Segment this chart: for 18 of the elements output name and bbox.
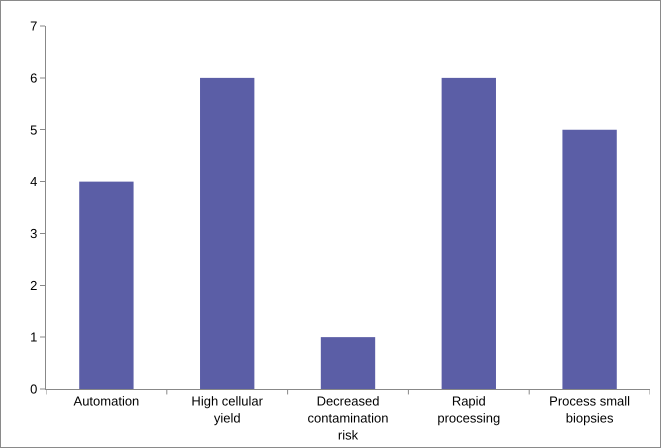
x-tick-label: High cellular yield [191, 394, 264, 426]
bar [79, 182, 134, 389]
y-tick-label: 4 [30, 174, 38, 190]
y-tick-label: 7 [30, 18, 38, 34]
bar [562, 130, 617, 389]
bar [320, 337, 376, 389]
y-tick-label: 6 [30, 70, 38, 86]
y-tick-label: 5 [30, 122, 38, 138]
y-tick-label: 1 [30, 330, 38, 345]
bar [200, 78, 254, 389]
x-tick-label: Automation [74, 394, 140, 409]
x-tick-label: Decreased contamination risk [308, 394, 388, 442]
x-tick-label: Process small biopsies [549, 394, 630, 426]
bar [442, 78, 496, 389]
y-tick-label: 2 [30, 278, 38, 293]
y-tick-label: 3 [30, 226, 38, 241]
x-tick-label: Rapid processing [437, 394, 500, 426]
y-tick-label: 0 [30, 382, 38, 397]
